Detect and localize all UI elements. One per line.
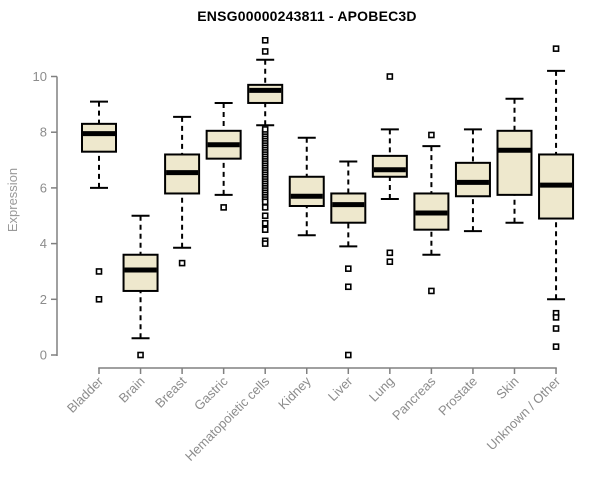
outlier-point bbox=[552, 45, 560, 52]
x-tick-label: Liver bbox=[325, 373, 356, 404]
x-tick-label: Gastric bbox=[191, 373, 231, 413]
outlier-point bbox=[552, 314, 560, 321]
outlier-point bbox=[95, 268, 103, 275]
x-tick-label: Brain bbox=[116, 374, 148, 406]
outlier-point bbox=[261, 226, 269, 233]
iqr-box bbox=[122, 253, 159, 292]
y-tick-label: 6 bbox=[40, 180, 47, 195]
outlier-point bbox=[344, 351, 352, 359]
x-tick-label: Lung bbox=[366, 374, 397, 405]
outlier-point bbox=[220, 204, 227, 211]
box-group-gastric bbox=[205, 101, 242, 211]
box-group-brain bbox=[122, 214, 159, 359]
box-group-bladder bbox=[81, 100, 117, 303]
box-group-hematopoietic-cells bbox=[247, 36, 284, 247]
outlier-point bbox=[552, 343, 560, 350]
y-tick-label: 4 bbox=[40, 236, 47, 251]
outlier-point bbox=[552, 325, 560, 332]
outlier-point bbox=[386, 73, 394, 80]
box-group-breast bbox=[164, 115, 201, 267]
box-group-liver bbox=[330, 160, 367, 359]
outlier-point bbox=[344, 283, 352, 291]
box-group-pancreas bbox=[413, 131, 450, 295]
iqr-box bbox=[330, 192, 367, 224]
outlier-point bbox=[137, 351, 144, 359]
x-tick-label: Skin bbox=[493, 374, 521, 402]
x-tick-label: Bladder bbox=[64, 373, 107, 416]
iqr-box bbox=[247, 83, 284, 104]
outlier-point bbox=[261, 219, 269, 227]
outlier-point bbox=[178, 259, 186, 267]
outlier-point bbox=[428, 131, 435, 139]
outlier-point bbox=[261, 240, 269, 247]
iqr-box bbox=[371, 154, 408, 178]
y-tick-label: 8 bbox=[40, 125, 47, 140]
x-tick-label: Breast bbox=[152, 373, 189, 410]
box-group-prostate bbox=[454, 128, 491, 233]
x-tick-label: Pancreas bbox=[389, 373, 439, 423]
outlier-point bbox=[428, 287, 435, 295]
box-group-kidney bbox=[288, 136, 325, 237]
box-group-lung bbox=[371, 73, 408, 266]
outlier-point bbox=[386, 258, 394, 266]
outlier-point bbox=[386, 249, 394, 257]
outlier-point bbox=[261, 204, 269, 211]
outlier-point bbox=[261, 198, 269, 206]
x-tick-label: Prostate bbox=[435, 374, 480, 419]
box-group-unknown-other bbox=[538, 45, 575, 350]
y-tick-label: 2 bbox=[40, 292, 47, 307]
iqr-box bbox=[81, 122, 117, 153]
box-group-skin bbox=[496, 97, 533, 224]
y-tick-label: 10 bbox=[33, 69, 47, 84]
outlier-point bbox=[261, 36, 269, 44]
outlier-point bbox=[261, 126, 269, 133]
outlier-point bbox=[95, 295, 103, 303]
iqr-box bbox=[496, 129, 533, 196]
chart-title: ENSG00000243811 - APOBEC3D bbox=[197, 8, 417, 24]
outlier-point bbox=[261, 212, 269, 220]
outlier-point bbox=[261, 48, 269, 55]
x-tick-label: Kidney bbox=[275, 373, 314, 412]
iqr-box bbox=[454, 161, 491, 198]
x-tick-label: Unknown / Other bbox=[484, 373, 564, 453]
iqr-box bbox=[288, 175, 325, 208]
y-tick-label: 0 bbox=[40, 348, 47, 363]
outlier-point bbox=[344, 265, 352, 272]
